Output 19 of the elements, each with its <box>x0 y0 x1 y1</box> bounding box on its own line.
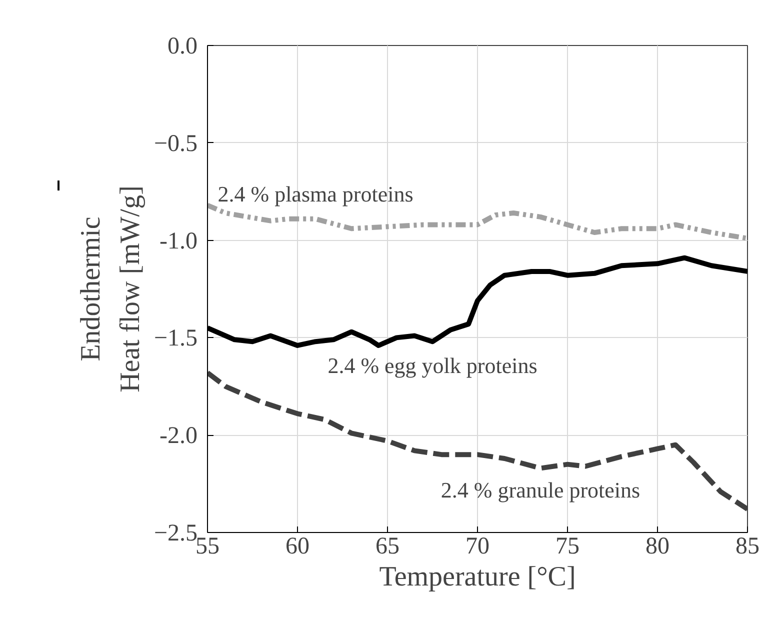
text: Endothermic <box>76 216 106 362</box>
y-tick-label: -1.0 <box>160 228 198 254</box>
series-label: 2.4 % egg yolk proteins <box>328 353 538 378</box>
y-axis-title: Heat flow [mW/g] <box>114 186 146 392</box>
y-tick-label: −1.5 <box>154 326 198 352</box>
series-label: 2.4 % plasma proteins <box>218 181 414 206</box>
x-tick-label: 55 <box>196 534 220 560</box>
y-tick-label: -2.0 <box>160 423 198 450</box>
x-tick-label: 70 <box>466 534 490 560</box>
y-tick-label: 0.0 <box>168 34 198 60</box>
x-tick-label: 85 <box>736 534 760 560</box>
x-tick-label: 65 <box>376 534 400 560</box>
series-label: 2.4 % granule proteins <box>440 478 640 503</box>
x-tick-label: 60 <box>286 534 310 560</box>
y-tick-label: −2.5 <box>154 520 198 546</box>
x-axis-title: Temperature [°C] <box>379 562 576 592</box>
x-tick-label: 75 <box>556 534 580 560</box>
y-tick-label: −0.5 <box>154 130 198 157</box>
x-tick-label: 80 <box>646 534 670 560</box>
